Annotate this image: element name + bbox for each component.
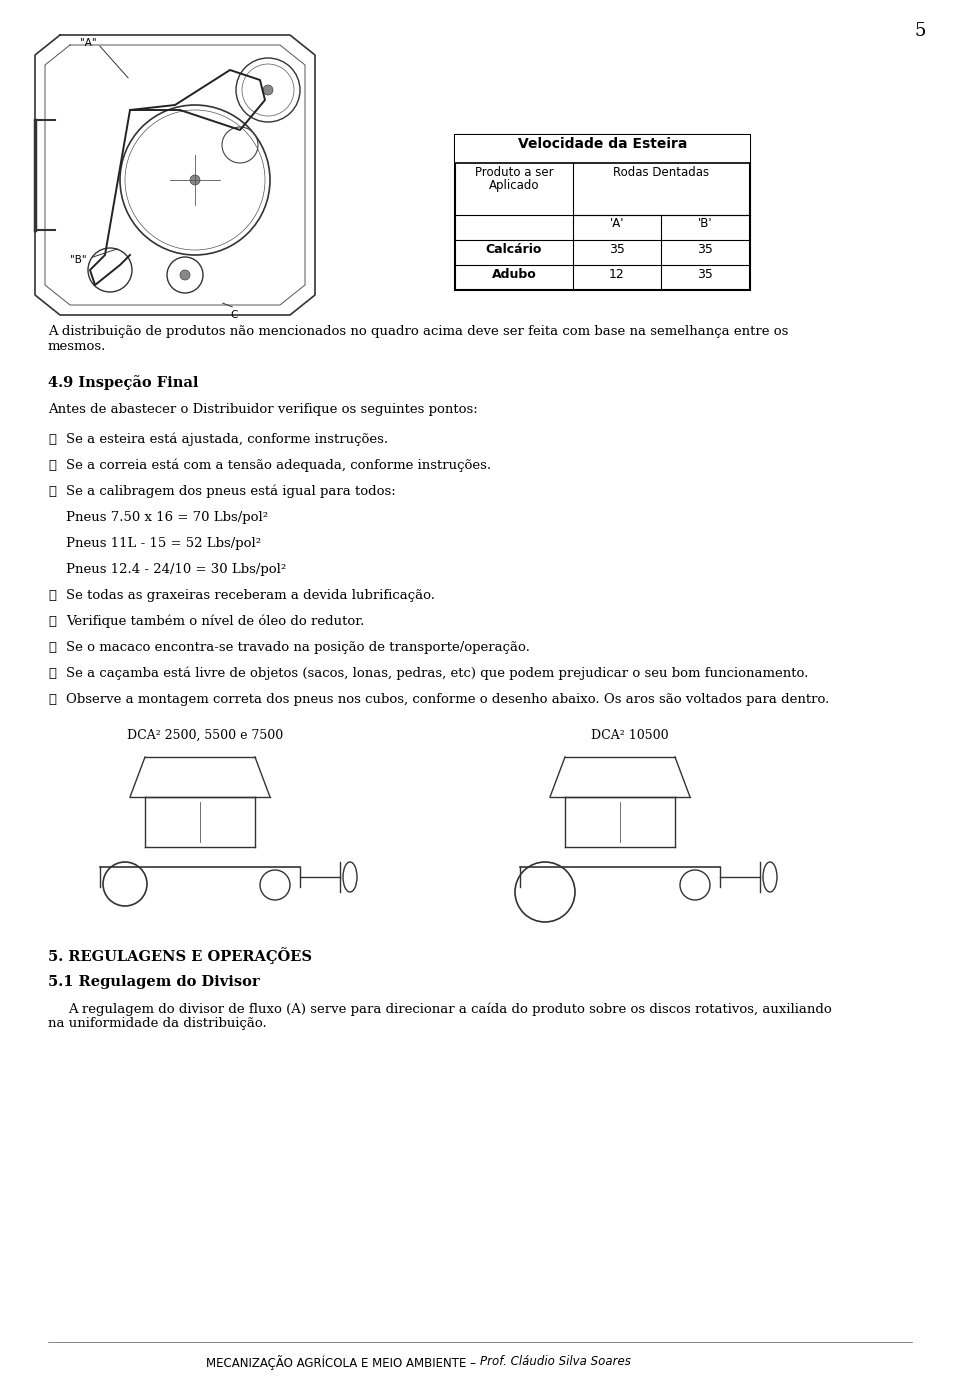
Text: A regulagem do divisor de fluxo (A) serve para direcionar a caída do produto sob: A regulagem do divisor de fluxo (A) serv… bbox=[68, 1002, 831, 1015]
Text: 35: 35 bbox=[698, 269, 713, 281]
Text: "B": "B" bbox=[70, 255, 86, 264]
Text: ✓: ✓ bbox=[48, 432, 56, 446]
Text: 'B': 'B' bbox=[698, 218, 713, 230]
Text: ✓: ✓ bbox=[48, 666, 56, 680]
Text: Adubo: Adubo bbox=[492, 269, 537, 281]
Circle shape bbox=[180, 270, 190, 280]
Text: Se a esteira está ajustada, conforme instruções.: Se a esteira está ajustada, conforme ins… bbox=[66, 432, 388, 446]
Text: Pneus 11L - 15 = 52 Lbs/pol²: Pneus 11L - 15 = 52 Lbs/pol² bbox=[66, 537, 261, 549]
Text: Rodas Dentadas: Rodas Dentadas bbox=[613, 167, 709, 179]
Text: ✓: ✓ bbox=[48, 642, 56, 654]
Text: 5.1 Regulagem do Divisor: 5.1 Regulagem do Divisor bbox=[48, 975, 259, 989]
Text: na uniformidade da distribuição.: na uniformidade da distribuição. bbox=[48, 1018, 267, 1030]
Text: Antes de abastecer o Distribuidor verifique os seguintes pontos:: Antes de abastecer o Distribuidor verifi… bbox=[48, 403, 478, 416]
Text: Se a caçamba está livre de objetos (sacos, lonas, pedras, etc) que podem prejudi: Se a caçamba está livre de objetos (saco… bbox=[66, 666, 808, 680]
Text: ✓: ✓ bbox=[48, 589, 56, 602]
Text: DCA² 10500: DCA² 10500 bbox=[591, 728, 669, 742]
Text: MECANIZAÇÃO AGRÍCOLA E MEIO AMBIENTE –: MECANIZAÇÃO AGRÍCOLA E MEIO AMBIENTE – bbox=[206, 1355, 480, 1370]
Text: ✓: ✓ bbox=[48, 459, 56, 472]
Text: Pneus 7.50 x 16 = 70 Lbs/pol²: Pneus 7.50 x 16 = 70 Lbs/pol² bbox=[66, 511, 268, 525]
Text: ✓: ✓ bbox=[48, 485, 56, 498]
Text: 35: 35 bbox=[609, 242, 625, 256]
Text: 5: 5 bbox=[914, 22, 925, 40]
Text: Velocidade da Esteira: Velocidade da Esteira bbox=[517, 136, 687, 151]
Circle shape bbox=[190, 175, 200, 185]
Bar bbox=[455, 135, 750, 162]
Text: "A": "A" bbox=[80, 39, 97, 48]
Text: Se a calibragem dos pneus está igual para todos:: Se a calibragem dos pneus está igual par… bbox=[66, 485, 396, 498]
Text: 35: 35 bbox=[698, 242, 713, 256]
Circle shape bbox=[263, 85, 273, 95]
Text: Prof. Cláudio Silva Soares: Prof. Cláudio Silva Soares bbox=[480, 1355, 631, 1367]
Text: A distribuição de produtos não mencionados no quadro acima deve ser feita com ba: A distribuição de produtos não mencionad… bbox=[48, 325, 788, 337]
Text: Se todas as graxeiras receberam a devida lubrificação.: Se todas as graxeiras receberam a devida… bbox=[66, 589, 435, 602]
Text: 12: 12 bbox=[610, 269, 625, 281]
Text: Pneus 12.4 - 24/10 = 30 Lbs/pol²: Pneus 12.4 - 24/10 = 30 Lbs/pol² bbox=[66, 563, 286, 576]
Text: Produto a ser: Produto a ser bbox=[474, 167, 553, 179]
Text: Se a correia está com a tensão adequada, conforme instruções.: Se a correia está com a tensão adequada,… bbox=[66, 459, 492, 472]
Text: mesmos.: mesmos. bbox=[48, 340, 107, 353]
Text: 5. REGULAGENS E OPERAÇÕES: 5. REGULAGENS E OPERAÇÕES bbox=[48, 947, 312, 964]
Text: Calcário: Calcário bbox=[486, 242, 542, 256]
Text: ✓: ✓ bbox=[48, 693, 56, 706]
Text: ✓: ✓ bbox=[48, 616, 56, 628]
Text: Verifique também o nível de óleo do redutor.: Verifique também o nível de óleo do redu… bbox=[66, 616, 365, 628]
Text: Observe a montagem correta dos pneus nos cubos, conforme o desenho abaixo. Os ar: Observe a montagem correta dos pneus nos… bbox=[66, 693, 829, 706]
Text: Se o macaco encontra-se travado na posição de transporte/operação.: Se o macaco encontra-se travado na posiç… bbox=[66, 642, 530, 654]
Text: 4.9 Inspeção Final: 4.9 Inspeção Final bbox=[48, 375, 199, 390]
Text: 'A': 'A' bbox=[610, 218, 624, 230]
Bar bbox=[455, 135, 750, 291]
Text: DCA² 2500, 5500 e 7500: DCA² 2500, 5500 e 7500 bbox=[127, 728, 283, 742]
Bar bbox=[30, 21, 330, 310]
Text: C: C bbox=[230, 310, 237, 319]
Text: Aplicado: Aplicado bbox=[489, 179, 540, 191]
